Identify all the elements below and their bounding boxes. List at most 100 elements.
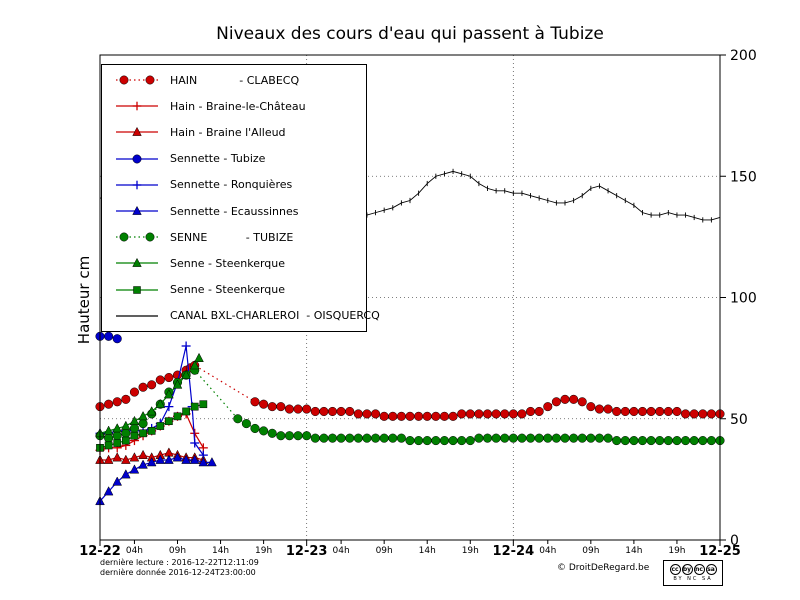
- data-point-triangle: [189, 360, 200, 370]
- data-point-circle: [620, 406, 630, 417]
- cc-by-icon: by: [681, 564, 693, 575]
- data-point-circle: [431, 436, 441, 446]
- data-point-circle: [508, 433, 518, 443]
- legend-item-label: Hain - Braine-le-Château: [170, 99, 306, 113]
- data-point-circle: [414, 411, 424, 421]
- legend-marker-triangle: [116, 205, 158, 215]
- data-point-circle: [379, 433, 389, 443]
- y-tick-label: 200: [730, 48, 757, 64]
- data-point-circle: [405, 436, 415, 446]
- data-point-circle: [104, 331, 114, 341]
- data-point-triangle: [181, 369, 191, 379]
- data-point-circle: [448, 411, 458, 421]
- data-point-circle: [482, 409, 493, 419]
- data-point-circle: [474, 433, 484, 443]
- x-minor-tick-label: 09h: [169, 546, 186, 556]
- data-point-circle: [284, 404, 294, 414]
- data-point-circle: [629, 406, 639, 417]
- legend-item-label: Senne - Steenkerque: [170, 283, 286, 297]
- legend-item: Senne - Steenkerque: [102, 278, 366, 302]
- legend-marker-circle: [116, 75, 158, 85]
- data-point-circle: [637, 406, 648, 417]
- legend: HAIN - CLABECQ Hain - Braine-le-Château Ha…: [101, 64, 380, 332]
- chart-title: Niveaux des cours d'eau qui passent à Tu…: [216, 24, 604, 44]
- data-point-circle: [603, 404, 613, 414]
- data-point-circle: [276, 431, 286, 441]
- data-point-triangle: [129, 415, 140, 426]
- legend-item: Hain - Braine-le-Château: [102, 94, 366, 118]
- data-point-circle: [526, 433, 536, 443]
- data-point-circle: [672, 406, 682, 417]
- x-major-tick-label: 12-23: [286, 544, 328, 559]
- data-point-circle: [319, 433, 329, 443]
- legend-item: Sennette - Ronquières: [102, 173, 366, 197]
- y-tick-label: 100: [730, 291, 757, 307]
- x-minor-tick-label: 19h: [462, 546, 479, 556]
- data-point-circle: [560, 433, 570, 443]
- x-minor-tick-label: 19h: [255, 546, 272, 556]
- legend-marker-plus: [116, 101, 158, 111]
- data-point-triangle: [189, 454, 200, 464]
- data-point-circle: [267, 402, 277, 412]
- data-point-triangle: [155, 398, 166, 409]
- data-point-circle: [138, 419, 148, 429]
- data-point-circle: [336, 433, 346, 443]
- data-point-circle: [526, 406, 536, 417]
- legend-marker-circle: [116, 232, 158, 242]
- cc-nc-icon: nc: [693, 564, 705, 575]
- data-point-circle: [129, 423, 139, 434]
- data-point-triangle: [164, 389, 174, 399]
- x-major-tick-label: 12-25: [699, 544, 741, 559]
- data-point-circle: [543, 402, 553, 412]
- data-point-circle: [353, 433, 363, 443]
- data-point-circle: [233, 414, 243, 424]
- legend-item: SENNE - TUBIZE: [102, 225, 366, 249]
- data-point-square: [113, 439, 122, 447]
- legend-marker-square: [116, 285, 158, 294]
- data-point-circle: [637, 436, 648, 446]
- data-point-square: [190, 402, 199, 411]
- data-point-circle: [104, 399, 114, 409]
- data-point-square: [199, 400, 208, 409]
- footer-last-reading: dernière lecture : 2016-12-22T12:11:09: [100, 558, 259, 567]
- data-point-circle: [327, 406, 338, 417]
- data-point-circle: [500, 433, 510, 443]
- data-point-circle: [147, 380, 157, 390]
- x-major-tick-label: 12-22: [79, 544, 121, 559]
- data-point-square: [182, 407, 190, 416]
- data-point-circle: [594, 433, 604, 443]
- data-point-triangle: [146, 406, 157, 416]
- data-point-triangle: [181, 454, 191, 464]
- x-minor-tick-label: 14h: [625, 546, 642, 556]
- data-point-circle: [491, 433, 501, 443]
- data-point-circle: [138, 382, 148, 392]
- legend-item: Sennette - Ecaussinnes: [102, 199, 366, 223]
- data-point-triangle: [112, 452, 123, 462]
- x-minor-tick-label: 09h: [582, 546, 599, 556]
- data-point-circle: [121, 394, 131, 404]
- data-point-circle: [276, 402, 286, 412]
- data-point-circle: [104, 433, 114, 443]
- legend-marker-circle: [116, 154, 158, 164]
- data-point-circle: [302, 404, 312, 414]
- legend-marker-vtick: [116, 315, 158, 317]
- legend-item: HAIN - CLABECQ: [102, 68, 366, 92]
- data-point-circle: [353, 409, 363, 419]
- data-point-circle: [327, 433, 338, 443]
- data-point-circle: [414, 436, 424, 446]
- data-point-circle: [551, 397, 561, 407]
- data-point-triangle: [198, 457, 209, 467]
- data-point-triangle: [207, 457, 217, 467]
- legend-item-label: Hain - Braine l'Alleud: [170, 125, 286, 139]
- data-point-circle: [586, 433, 596, 443]
- data-point-circle: [508, 409, 518, 419]
- data-point-circle: [672, 436, 682, 446]
- legend-item-label: SENNE - TUBIZE: [170, 230, 294, 244]
- data-point-circle: [379, 411, 389, 421]
- data-point-triangle: [129, 452, 140, 462]
- legend-item: Sennette - Tubize: [102, 147, 366, 171]
- data-point-circle: [689, 436, 699, 446]
- data-point-circle: [448, 436, 458, 446]
- legend-marker-triangle: [116, 258, 158, 268]
